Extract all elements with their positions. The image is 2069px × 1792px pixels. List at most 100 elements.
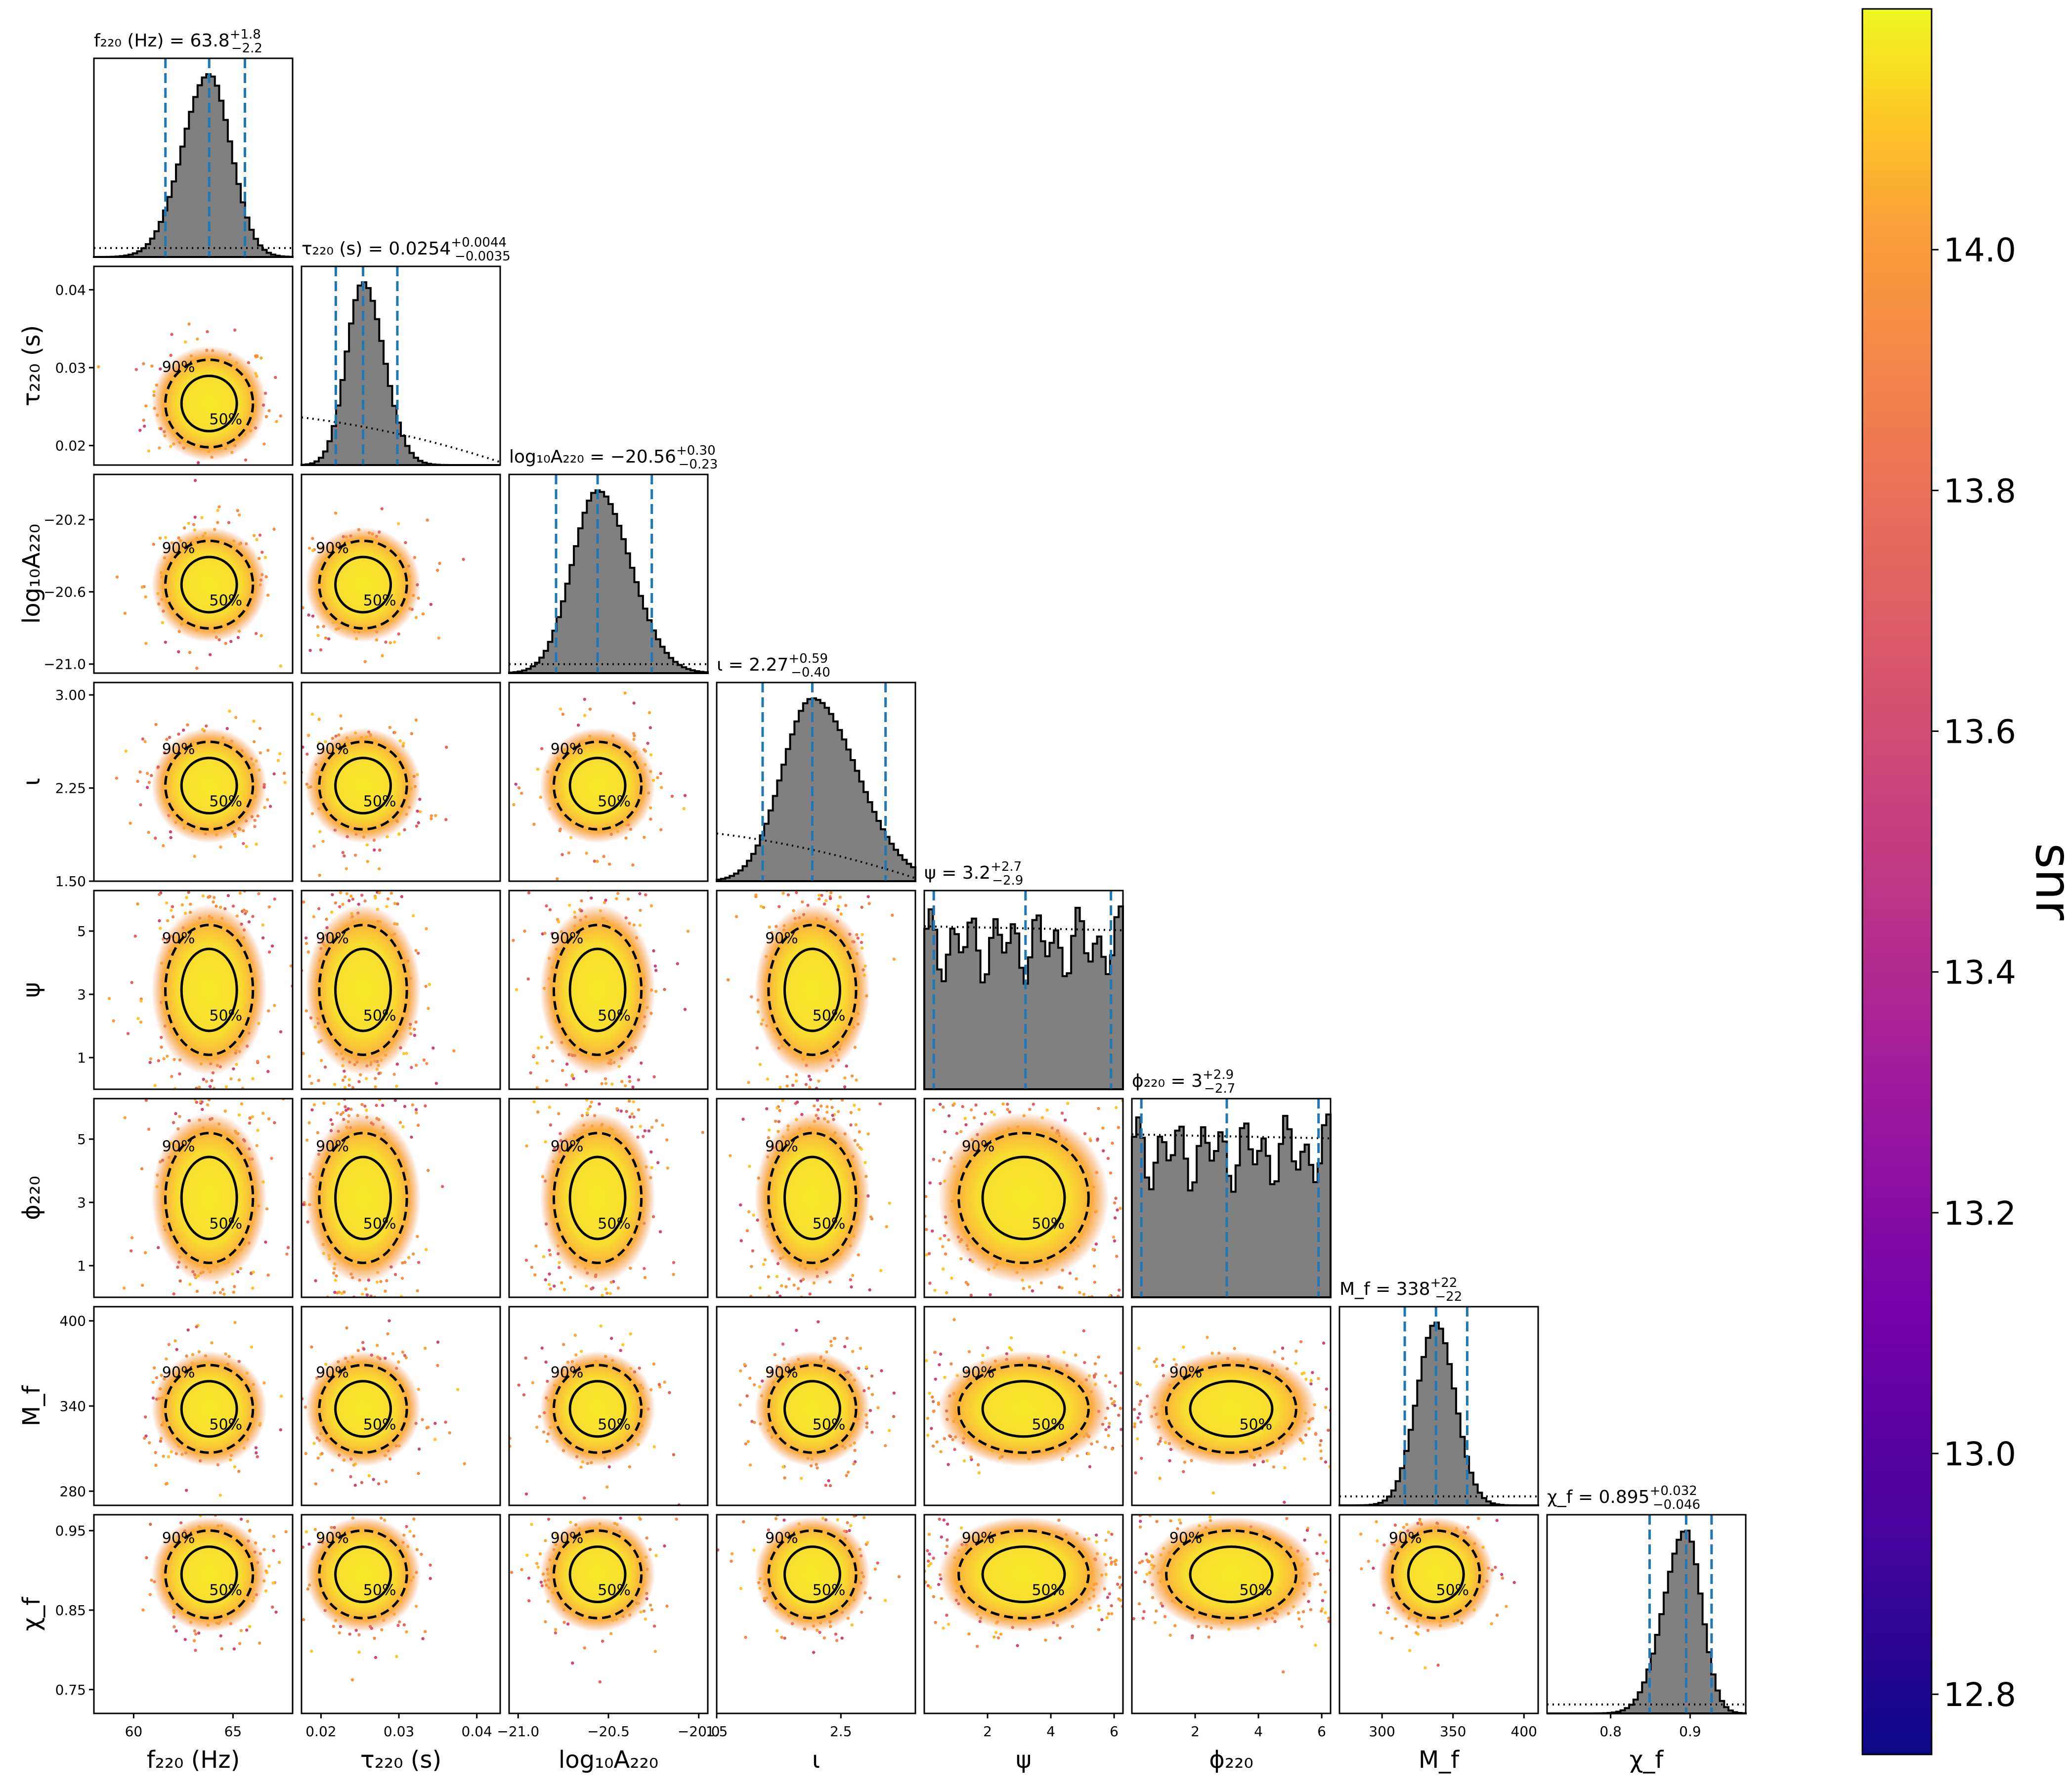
panel-frame [301,473,501,674]
contour-90 [318,1529,408,1620]
panel-frame [716,890,916,1090]
panel-frame [1338,1514,1539,1714]
scatter-points: 90% 50% [143,1321,283,1497]
scatter-panel-logA-iota: 90% 50% [508,682,709,882]
x-axis-label-iota: ι [812,1746,820,1774]
histogram-bars [93,73,294,258]
panel-frame [508,1306,709,1506]
panel-frame [93,473,294,674]
panel-frame [508,890,709,1090]
x-tick-label: 2 [1191,1723,1200,1740]
density-core [754,1517,870,1632]
colorbar-tick-label: 13.0 [1943,1435,2016,1473]
contour-90 [957,1364,1090,1454]
density-core [151,727,267,844]
x-tick-label: −20.0 [678,1723,720,1740]
density-core [151,527,267,642]
panel-frame [716,682,916,882]
scatter-panel-iota-psi: 90% 50% [716,890,916,1090]
x-tick-label: 400 [1511,1723,1537,1740]
contour-label-90: 90% [765,1364,798,1381]
y-tick-label: 400 [60,1313,86,1329]
contour-50 [783,1380,841,1438]
x-axis-label-psi: ψ [1016,1746,1032,1774]
histogram-bars [923,905,1124,1090]
contour-50 [981,1380,1066,1438]
panel-title-logA: log₁₀A₂₂₀ = −20.56+0.30 −0.23 [509,443,718,472]
scatter-points: 90% 50% [122,1099,290,1296]
contour-label-50: 50% [363,1416,396,1434]
x-tick-label: 65 [224,1723,242,1740]
scatter-panel-phi220-chif: 90% 50% [1131,1514,1332,1714]
scatter-panel-tau220-logA: 90% 50% [301,473,501,674]
scatter-points: 90% 50% [524,1099,704,1297]
scatter-panel-psi-Mf: 90% 50% [923,1306,1124,1506]
scatter-panel-phi220-Mf: 90% 50% [1131,1306,1332,1506]
scatter-panel-tau220-psi: 90% 50% [301,890,501,1090]
density-core [754,1112,870,1283]
contour-label-50: 50% [363,1215,396,1233]
scatter-points: 90% 50% [115,709,287,858]
x-tick-label: 300 [1369,1723,1395,1740]
density-core [540,1112,655,1283]
panel-frame [301,1098,501,1298]
colorbar-gradient [1861,8,1933,1755]
panel-frame [93,682,294,882]
contour-label-90: 90% [962,1138,995,1155]
scatter-panel-iota-phi220: 90% 50% [716,1098,916,1298]
scatter-points: 90% 50% [1132,1515,1331,1674]
contour-50 [334,555,392,614]
contour-label-90: 90% [316,741,349,758]
scatter-points: 90% 50% [924,1099,1123,1297]
y-axis-label-tau220: τ₂₂₀ (s) [18,325,45,406]
colorbar-tick-label: 13.8 [1943,472,2016,510]
density-core [151,1351,267,1467]
density-core [1146,1517,1317,1632]
y-tick-label: −20.2 [43,512,86,528]
density-core [305,527,421,642]
contour-90 [318,740,408,831]
contour-90 [164,358,255,449]
contour-label-50: 50% [1032,1582,1065,1599]
y-tick-label: 340 [60,1398,86,1414]
x-tick-label: 0.03 [384,1723,414,1740]
scatter-panel-iota-Mf: 90% 50% [716,1306,916,1506]
density-core [540,727,655,844]
scatter-panel-logA-psi: 90% 50% [508,890,709,1090]
scatter-points: 90% 50% [729,1099,891,1297]
panel-frame [93,265,294,466]
scatter-points: 90% 50% [512,891,690,1089]
y-tick-label: 0.75 [55,1682,86,1698]
contour-90 [1165,1529,1297,1620]
y-tick-label: 5 [77,1131,86,1148]
panel-frame [93,1514,294,1714]
hist-panel-tau220: τ₂₂₀ (s) = 0.0254+0.0044 −0.0035 [301,235,511,466]
contour-50 [568,1155,627,1240]
panel-frame [716,1514,916,1714]
contour-90 [164,924,255,1056]
y-tick-label: 280 [60,1483,86,1499]
contour-50 [1189,1380,1274,1438]
panel-frame [923,890,1124,1090]
panel-frame [1338,1306,1539,1506]
contour-label-90: 90% [962,1530,995,1547]
contour-label-50: 50% [209,793,242,811]
contour-50 [1189,1545,1274,1604]
contour-label-90: 90% [162,359,195,376]
contour-label-90: 90% [765,1530,798,1547]
scatter-points: 90% 50% [925,1318,1123,1475]
x-axis-label-Mf: M_f [1419,1746,1460,1774]
contour-label-90: 90% [316,1364,349,1381]
x-tick-label: 4 [1046,1723,1055,1740]
contour-50 [334,1380,392,1438]
scatter-points: 90% 50% [924,1515,1123,1648]
contour-90 [552,924,643,1056]
scatter-panel-logA-phi220: 90% 50% [508,1098,709,1298]
contour-label-50: 50% [1239,1416,1272,1434]
x-axis-label-logA: log₁₀A₂₂₀ [559,1746,658,1774]
scatter-panel-logA-Mf: 90% 50% [508,1306,709,1506]
scatter-panel-tau220-chif: 90% 50% [301,1514,501,1714]
y-tick-label: 0.95 [55,1523,86,1539]
panel-frame [93,1098,294,1298]
